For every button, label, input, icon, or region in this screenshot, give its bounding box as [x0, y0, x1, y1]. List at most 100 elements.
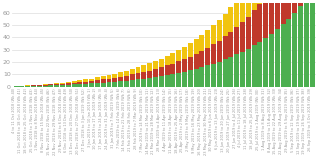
Bar — [252, 10, 256, 45]
Bar — [112, 82, 117, 87]
Bar — [25, 86, 30, 87]
Bar — [234, 55, 239, 87]
Bar — [136, 67, 140, 73]
Bar — [176, 50, 181, 61]
Bar — [188, 57, 193, 70]
Bar — [124, 81, 129, 87]
Bar — [83, 84, 88, 87]
Bar — [101, 79, 106, 83]
Bar — [223, 36, 227, 59]
Bar — [246, 49, 251, 87]
Bar — [136, 73, 140, 79]
Bar — [246, 17, 251, 49]
Bar — [292, 13, 297, 87]
Bar — [165, 65, 169, 75]
Bar — [211, 44, 216, 64]
Bar — [54, 83, 59, 84]
Bar — [234, 0, 239, 27]
Bar — [153, 61, 158, 69]
Bar — [107, 75, 111, 79]
Bar — [153, 77, 158, 87]
Bar — [257, 42, 263, 87]
Bar — [298, 0, 303, 6]
Bar — [72, 81, 77, 83]
Bar — [240, 22, 245, 52]
Bar — [159, 76, 164, 87]
Bar — [66, 82, 71, 83]
Bar — [25, 85, 30, 86]
Bar — [141, 65, 146, 72]
Bar — [124, 71, 129, 76]
Bar — [130, 69, 135, 74]
Bar — [89, 81, 94, 83]
Bar — [275, 29, 280, 87]
Bar — [228, 57, 234, 87]
Bar — [310, 0, 315, 87]
Bar — [165, 56, 169, 65]
Bar — [281, 0, 286, 24]
Bar — [205, 30, 210, 48]
Bar — [136, 79, 140, 87]
Bar — [37, 85, 42, 86]
Bar — [263, 38, 268, 87]
Bar — [48, 84, 53, 85]
Bar — [234, 27, 239, 55]
Bar — [170, 53, 175, 64]
Bar — [269, 34, 274, 87]
Bar — [95, 77, 100, 80]
Bar — [112, 74, 117, 78]
Bar — [269, 0, 274, 34]
Bar — [37, 86, 42, 87]
Bar — [159, 67, 164, 76]
Bar — [54, 85, 59, 87]
Bar — [147, 63, 152, 70]
Bar — [72, 83, 77, 84]
Bar — [66, 83, 71, 85]
Bar — [72, 84, 77, 87]
Bar — [107, 79, 111, 82]
Bar — [60, 84, 65, 85]
Bar — [176, 73, 181, 87]
Bar — [252, 45, 256, 87]
Bar — [83, 79, 88, 82]
Bar — [194, 39, 198, 54]
Bar — [60, 85, 65, 87]
Bar — [112, 78, 117, 82]
Bar — [240, 0, 245, 22]
Bar — [211, 25, 216, 44]
Bar — [281, 24, 286, 87]
Bar — [31, 85, 36, 86]
Bar — [176, 61, 181, 73]
Bar — [118, 81, 123, 87]
Bar — [182, 47, 187, 59]
Bar — [194, 69, 198, 87]
Bar — [141, 72, 146, 79]
Bar — [124, 76, 129, 81]
Bar — [118, 77, 123, 81]
Bar — [107, 82, 111, 87]
Bar — [101, 76, 106, 79]
Bar — [298, 6, 303, 87]
Bar — [188, 70, 193, 87]
Bar — [286, 19, 291, 87]
Bar — [223, 59, 227, 87]
Bar — [141, 79, 146, 87]
Bar — [292, 0, 297, 13]
Bar — [217, 20, 222, 41]
Bar — [228, 32, 234, 57]
Bar — [153, 69, 158, 77]
Bar — [240, 52, 245, 87]
Bar — [78, 82, 82, 84]
Bar — [182, 59, 187, 72]
Bar — [205, 65, 210, 87]
Bar — [89, 83, 94, 87]
Bar — [43, 85, 48, 86]
Bar — [101, 83, 106, 87]
Bar — [275, 0, 280, 29]
Bar — [147, 70, 152, 78]
Bar — [217, 41, 222, 62]
Bar — [286, 0, 291, 19]
Bar — [182, 72, 187, 87]
Bar — [165, 75, 169, 87]
Bar — [66, 85, 71, 87]
